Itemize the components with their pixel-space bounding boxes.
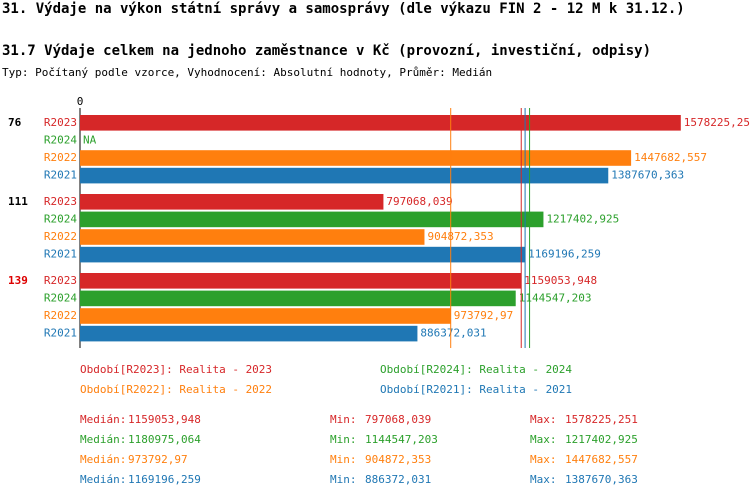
stat-name: Min: [330,413,357,426]
value-label: 1144547,203 [519,291,592,304]
stat-value: 973792,97 [128,453,188,466]
group-label: 139 [8,274,28,287]
stat-name: Max: [530,413,557,426]
stat-name: Medián: [80,433,126,446]
legend-entry: Období[R2023]: Realita - 2023 [80,363,272,376]
stat-value: 1578225,251 [565,413,638,426]
value-label: NA [83,133,97,146]
bar [80,273,522,289]
bar [80,246,526,263]
stat-name: Max: [530,453,557,466]
stat-value: 1144547,203 [365,433,438,446]
row-label: R2021 [44,327,77,340]
row-label: R2024 [44,212,77,225]
group-label: 111 [8,195,28,208]
row-label: R2021 [44,169,77,182]
bar [80,308,451,324]
bar [80,194,384,210]
legend-entry: Období[R2022]: Realita - 2022 [80,383,272,396]
row-label: R2022 [44,309,77,322]
group-label: 76 [8,116,22,129]
bar [80,229,425,245]
value-label: 1159053,948 [524,274,597,287]
bar [80,325,418,342]
stat-value: 904872,353 [365,453,431,466]
bar [80,211,544,228]
legend-entry: Období[R2021]: Realita - 2021 [380,383,572,396]
stat-name: Min: [330,453,357,466]
value-label: 973792,97 [454,309,514,322]
chart-title: 31. Výdaje na výkon státní správy a samo… [2,1,685,17]
bar [80,167,609,184]
stat-value: 797068,039 [365,413,431,426]
value-label: 797068,039 [386,195,452,208]
stat-value: 1447682,557 [565,453,638,466]
stat-name: Medián: [80,453,126,466]
bar [80,150,632,166]
stat-name: Max: [530,473,557,486]
row-label: R2022 [44,151,77,164]
row-label: R2022 [44,230,77,243]
value-label: 1169196,259 [528,248,601,261]
stat-value: 1169196,259 [128,473,201,486]
legend-entry: Období[R2024]: Realita - 2024 [380,363,572,376]
stat-name: Min: [330,473,357,486]
row-label: R2023 [44,116,77,129]
stat-value: 886372,031 [365,473,431,486]
stat-value: 1217402,925 [565,433,638,446]
bar [80,290,516,307]
stat-name: Max: [530,433,557,446]
stat-name: Min: [330,433,357,446]
chart-note: Typ: Počítaný podle vzorce, Vyhodnocení:… [2,66,492,79]
stat-value: 1387670,363 [565,473,638,486]
value-label: 904872,353 [427,230,493,243]
row-label: R2024 [44,133,77,146]
stat-value: 1159053,948 [128,413,201,426]
row-label: R2021 [44,248,77,261]
bar [80,115,681,131]
x-tick-label: 0 [77,95,84,108]
stat-value: 1180975,064 [128,433,201,446]
row-label: R2024 [44,291,77,304]
value-label: 1447682,557 [634,151,707,164]
value-label: 1578225,251 [684,116,750,129]
stat-name: Medián: [80,473,126,486]
row-label: R2023 [44,195,77,208]
chart-subtitle: 31.7 Výdaje celkem na jednoho zaměstnanc… [2,43,651,59]
value-label: 1217402,925 [546,212,619,225]
row-label: R2023 [44,274,77,287]
stat-name: Medián: [80,413,126,426]
value-label: 1387670,363 [611,169,684,182]
value-label: 886372,031 [420,327,486,340]
